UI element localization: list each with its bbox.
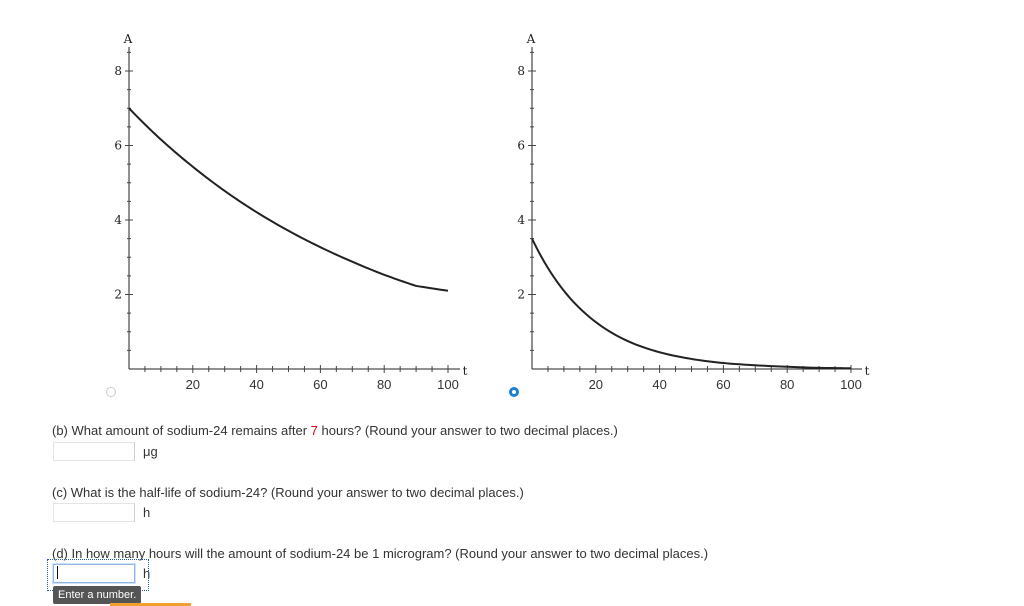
graph-b-x-tick-label: 40: [652, 377, 666, 392]
submit-bar[interactable]: [110, 603, 191, 606]
graph-b-y-tick-label: 4: [517, 213, 525, 227]
graph-a-radio[interactable]: [106, 387, 116, 397]
graph-b-x-tick-label: 60: [716, 377, 730, 392]
graph-b-y-axis-label: A: [526, 32, 536, 46]
answer-b-input[interactable]: [53, 442, 135, 461]
graph-b-y-tick-label: 2: [517, 288, 525, 302]
input-tooltip: Enter a number.: [53, 586, 142, 604]
graph-a-x-tick-label: 80: [377, 377, 391, 392]
graph-a-x-tick-label: 20: [186, 377, 200, 392]
graph-a-x-tick-label: 100: [437, 377, 459, 392]
question-b-prefix: (b) What amount of sodium-24 remains aft…: [52, 423, 311, 438]
graphs-area: 20 40 60 80 100 2 4 6 8 At 20 40 60 80 100 2 4 6 8 At: [114, 32, 870, 392]
answer-c-unit: h: [143, 505, 151, 520]
graph-b-y-tick-label: 6: [517, 139, 525, 153]
answer-c-input[interactable]: [53, 503, 135, 522]
answer-d-unit: h: [143, 566, 151, 581]
graph-a-curve: [128, 107, 449, 292]
answer-b-unit: μg: [143, 444, 158, 459]
graph-b-x-tick-label: 80: [780, 377, 794, 392]
graph-a-y-tick-label: 4: [114, 213, 122, 227]
graph-a-y-axis-label: A: [123, 32, 133, 46]
graph-b-radio[interactable]: [509, 387, 519, 397]
text-caret: [57, 566, 58, 579]
graph-b-x-axis-label: t: [865, 364, 870, 378]
graph-a-x-axis-label: t: [463, 364, 468, 378]
graph-a-y-tick-label: 8: [114, 64, 122, 78]
graph-b-x-tick-label: 20: [589, 377, 603, 392]
graph-b-x-tick-label: 100: [840, 377, 862, 392]
graph-a-y-tick-label: 6: [114, 139, 122, 153]
graph-a-x-tick-label: 40: [249, 377, 263, 392]
question-d: (d) In how many hours will the amount of…: [52, 546, 709, 561]
graph-a-y-tick-label: 2: [114, 288, 122, 302]
graph-b-y-tick-label: 8: [517, 64, 525, 78]
answer-d-input[interactable]: [53, 564, 135, 583]
question-b-hours-value: 7: [310, 423, 318, 438]
graph-b-curve: [531, 238, 852, 370]
question-c: (c) What is the half-life of sodium-24? …: [52, 485, 524, 500]
question-b-suffix: hours? (Round your answer to two decimal…: [317, 423, 618, 438]
question-b: (b) What amount of sodium-24 remains aft…: [52, 423, 618, 438]
graph-a-x-tick-label: 60: [313, 377, 327, 392]
